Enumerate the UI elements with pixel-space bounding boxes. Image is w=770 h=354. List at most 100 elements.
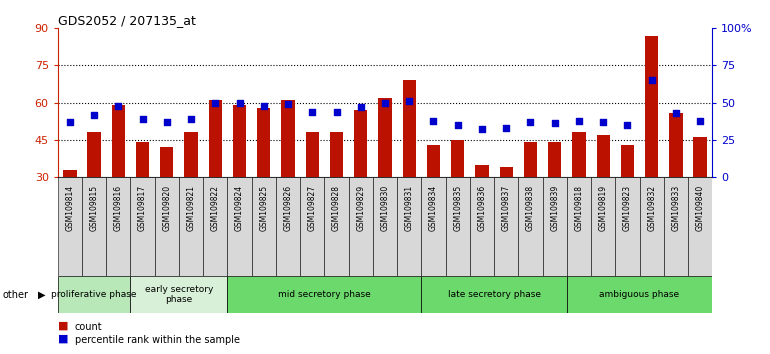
Text: ambiguous phase: ambiguous phase bbox=[600, 290, 680, 299]
Bar bbox=[567, 177, 591, 276]
Text: GSM109840: GSM109840 bbox=[695, 185, 705, 231]
Text: GSM109830: GSM109830 bbox=[380, 185, 390, 231]
Text: GSM109839: GSM109839 bbox=[551, 185, 559, 231]
Bar bbox=[421, 177, 446, 276]
Text: GSM109836: GSM109836 bbox=[477, 185, 487, 231]
Bar bbox=[494, 177, 518, 276]
Text: GSM109821: GSM109821 bbox=[186, 185, 196, 231]
Bar bbox=[257, 108, 270, 177]
Text: GSM109825: GSM109825 bbox=[259, 185, 268, 231]
Bar bbox=[130, 276, 227, 313]
Bar bbox=[58, 276, 130, 313]
Point bbox=[136, 116, 149, 122]
Bar bbox=[112, 105, 125, 177]
Bar bbox=[421, 276, 567, 313]
Point bbox=[64, 119, 76, 125]
Text: GSM109814: GSM109814 bbox=[65, 185, 75, 231]
Point bbox=[282, 101, 294, 107]
Text: GSM109818: GSM109818 bbox=[574, 185, 584, 231]
Bar bbox=[300, 177, 324, 276]
Text: count: count bbox=[75, 322, 102, 332]
Bar bbox=[397, 177, 421, 276]
Point bbox=[500, 125, 512, 131]
Bar bbox=[694, 137, 707, 177]
Bar bbox=[446, 177, 470, 276]
Bar bbox=[233, 105, 246, 177]
Text: ■: ■ bbox=[58, 334, 69, 344]
Bar bbox=[106, 177, 130, 276]
Bar bbox=[688, 177, 712, 276]
Text: proliferative phase: proliferative phase bbox=[52, 290, 137, 299]
Point bbox=[403, 98, 415, 104]
Bar bbox=[179, 177, 203, 276]
Text: GSM109829: GSM109829 bbox=[357, 185, 365, 231]
Bar bbox=[378, 98, 392, 177]
Bar bbox=[518, 177, 543, 276]
Bar bbox=[209, 100, 222, 177]
Text: GSM109827: GSM109827 bbox=[308, 185, 316, 231]
Text: GSM109820: GSM109820 bbox=[162, 185, 172, 231]
Point bbox=[573, 118, 585, 123]
Bar bbox=[354, 110, 367, 177]
Point bbox=[597, 119, 609, 125]
Bar bbox=[597, 135, 610, 177]
Point bbox=[621, 122, 634, 128]
Bar bbox=[160, 147, 173, 177]
Bar bbox=[82, 177, 106, 276]
Point bbox=[112, 103, 125, 108]
Bar bbox=[615, 177, 640, 276]
Bar bbox=[669, 113, 682, 177]
Bar bbox=[451, 140, 464, 177]
Point bbox=[185, 116, 197, 122]
Text: GSM109835: GSM109835 bbox=[454, 185, 462, 231]
Bar bbox=[403, 80, 416, 177]
Bar bbox=[136, 142, 149, 177]
Bar bbox=[184, 132, 198, 177]
Text: ■: ■ bbox=[58, 321, 69, 331]
Bar bbox=[306, 132, 319, 177]
Point bbox=[645, 78, 658, 83]
Text: early secretory
phase: early secretory phase bbox=[145, 285, 213, 304]
Point bbox=[306, 109, 319, 114]
Point bbox=[88, 112, 100, 118]
Text: GSM109832: GSM109832 bbox=[647, 185, 656, 231]
Text: GSM109819: GSM109819 bbox=[598, 185, 608, 231]
Point bbox=[451, 122, 464, 128]
Bar bbox=[155, 177, 179, 276]
Bar bbox=[591, 177, 615, 276]
Bar bbox=[543, 177, 567, 276]
Text: GSM109822: GSM109822 bbox=[211, 185, 219, 231]
Bar bbox=[252, 177, 276, 276]
Bar bbox=[88, 132, 101, 177]
Bar bbox=[621, 145, 634, 177]
Bar bbox=[349, 177, 373, 276]
Bar bbox=[427, 145, 440, 177]
Text: ▶: ▶ bbox=[38, 290, 45, 300]
Point bbox=[670, 110, 682, 116]
Bar bbox=[203, 177, 227, 276]
Text: GSM109834: GSM109834 bbox=[429, 185, 438, 231]
Bar bbox=[500, 167, 513, 177]
Point bbox=[355, 104, 367, 110]
Text: GSM109828: GSM109828 bbox=[332, 185, 341, 231]
Bar bbox=[63, 170, 76, 177]
Bar bbox=[227, 177, 252, 276]
Bar bbox=[664, 177, 688, 276]
Point bbox=[694, 118, 706, 123]
Text: GSM109815: GSM109815 bbox=[89, 185, 99, 231]
Bar bbox=[524, 142, 537, 177]
Bar bbox=[58, 177, 82, 276]
Bar bbox=[645, 36, 658, 177]
Text: mid secretory phase: mid secretory phase bbox=[278, 290, 371, 299]
Point bbox=[476, 127, 488, 132]
Point bbox=[330, 109, 343, 114]
Text: GSM109824: GSM109824 bbox=[235, 185, 244, 231]
Point bbox=[524, 119, 537, 125]
Point bbox=[258, 103, 270, 108]
Text: GSM109838: GSM109838 bbox=[526, 185, 535, 231]
Text: GDS2052 / 207135_at: GDS2052 / 207135_at bbox=[58, 14, 196, 27]
Point bbox=[379, 100, 391, 105]
Bar bbox=[572, 132, 586, 177]
Bar bbox=[640, 177, 664, 276]
Point bbox=[209, 100, 222, 105]
